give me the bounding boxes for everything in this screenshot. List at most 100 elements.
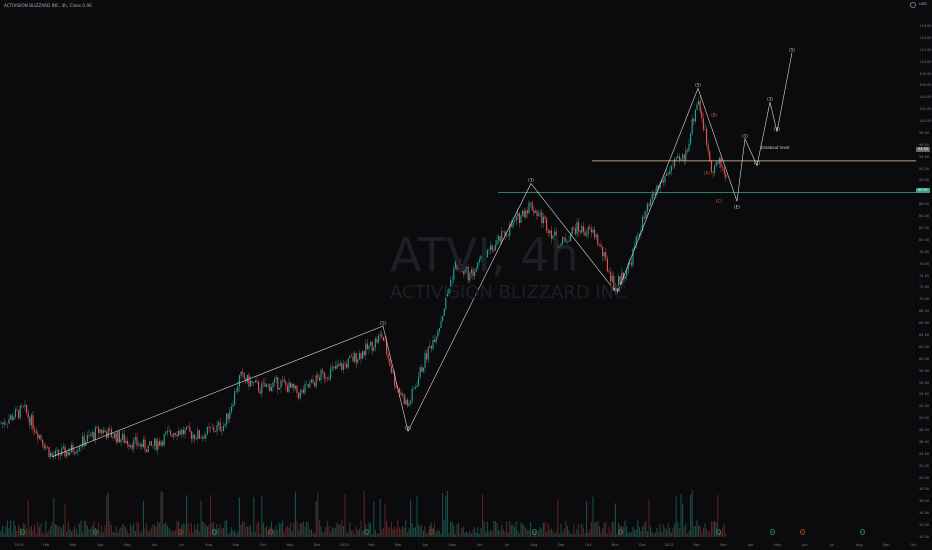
volume-bar: [302, 521, 304, 537]
volume-bar: [390, 521, 392, 537]
candle-body: [603, 252, 605, 257]
candle-body: [587, 227, 589, 235]
candle-body: [2, 422, 4, 424]
price-tick: 76.00: [919, 261, 930, 266]
candle-body: [387, 353, 389, 359]
time-tick: Dec: [313, 543, 321, 547]
candle-body: [498, 236, 500, 241]
volume-bar: [144, 528, 146, 537]
currency-label[interactable]: USD: [919, 2, 927, 6]
candle-body: [378, 335, 380, 343]
volume-bar: [355, 526, 357, 537]
volume-bar: [653, 533, 655, 537]
candle-body: [85, 441, 87, 446]
volume-bar: [670, 532, 672, 537]
candle-body: [147, 445, 149, 453]
candle-body: [158, 441, 160, 446]
price-tick: 112.00: [919, 47, 932, 52]
candle-body: [258, 381, 260, 392]
candle-body: [354, 353, 356, 362]
volume-bar: [563, 528, 565, 537]
volume-bar: [680, 494, 682, 537]
candle-body: [474, 271, 476, 276]
volume-bar: [240, 524, 242, 537]
volume-bar: [40, 522, 42, 537]
volume-bar: [283, 531, 285, 537]
candle-body: [277, 377, 279, 390]
event-marker[interactable]: E: [800, 529, 805, 535]
candle-body: [197, 430, 199, 439]
volume-bar: [274, 530, 276, 537]
settings-icon[interactable]: [910, 2, 916, 8]
event-marker[interactable]: D: [716, 529, 721, 535]
candle-body: [669, 171, 671, 175]
candle-body: [32, 415, 34, 430]
volume-bar: [499, 531, 501, 537]
volume-bar: [67, 521, 69, 537]
candle-body: [395, 386, 397, 389]
candle-body: [578, 222, 580, 231]
volume-bar: [600, 532, 602, 537]
volume-bar: [464, 532, 466, 537]
event-marker[interactable]: D: [860, 529, 865, 535]
volume-bar: [622, 526, 624, 537]
volume-bar: [299, 523, 301, 537]
candle-body: [408, 403, 410, 406]
volume-bar: [523, 525, 525, 537]
price-tick: 110.00: [919, 59, 932, 64]
elliott-wave-path[interactable]: [51, 52, 793, 458]
candle-body: [302, 389, 304, 393]
candle-body: [261, 383, 263, 394]
event-marker[interactable]: D: [20, 529, 25, 535]
candle-body: [131, 444, 133, 449]
event-marker[interactable]: D: [364, 529, 369, 535]
price-tick: 48.00: [919, 428, 930, 433]
volume-bar: [202, 521, 204, 537]
volume-bar: [677, 522, 679, 537]
candle-body: [658, 185, 660, 189]
volume-bar: [285, 527, 287, 537]
candle-body: [510, 224, 512, 227]
volume-bar: [322, 532, 324, 537]
price-tick: 36.00: [919, 499, 930, 504]
event-marker[interactable]: D: [770, 529, 775, 535]
event-marker[interactable]: D: [93, 529, 98, 535]
event-marker[interactable]: D: [212, 529, 217, 535]
candle-body: [376, 338, 378, 343]
event-marker[interactable]: E: [429, 529, 434, 535]
candle-body: [405, 399, 407, 405]
volume-bar: [166, 525, 168, 537]
candle-body: [678, 156, 680, 160]
volume-bar: [138, 522, 140, 537]
volume-bar: [221, 528, 223, 537]
candle-body: [90, 434, 92, 436]
candle-body: [238, 375, 240, 387]
candle-body: [171, 434, 173, 437]
candle-body: [475, 268, 477, 272]
volume-bar: [587, 533, 589, 537]
time-tick: Jun: [802, 543, 808, 547]
candle-body: [283, 380, 285, 382]
wave-label: (B): [711, 112, 717, 118]
price-tick: 58.00: [919, 368, 930, 373]
event-marker[interactable]: E: [178, 529, 183, 535]
event-marker[interactable]: E: [268, 529, 273, 535]
volume-bar: [434, 522, 436, 537]
candle-body: [336, 364, 338, 369]
event-marker[interactable]: D: [618, 529, 623, 535]
candle-body: [694, 109, 696, 122]
candle-body: [626, 271, 628, 277]
candle-body: [50, 453, 52, 458]
candle-body: [526, 210, 528, 213]
symbol-legend[interactable]: ACTIVISION BLIZZARD INC, 4h, Close 0.06: [4, 3, 92, 8]
volume-bar: [584, 533, 586, 537]
volume-bar: [160, 491, 162, 537]
event-marker[interactable]: D: [532, 529, 537, 535]
candle-body: [600, 244, 602, 247]
volume-bar: [725, 533, 727, 537]
price-tick: 96.00: [919, 142, 930, 147]
time-tick: Mar: [69, 543, 77, 547]
volume-bar: [386, 520, 388, 537]
